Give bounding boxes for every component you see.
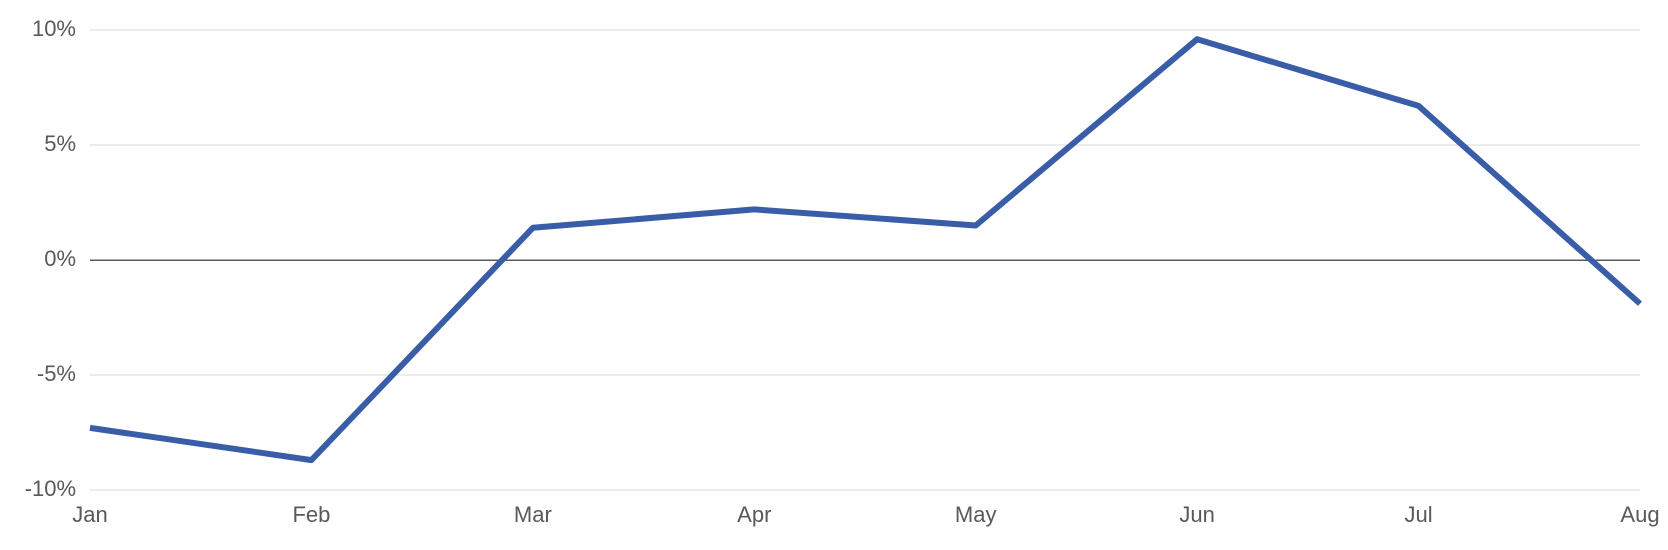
chart-svg: -10% -5% 0% 5% 10% Jan Feb Mar Apr May Jun Jul Aug bbox=[0, 0, 1668, 550]
y-tick-label: 5% bbox=[44, 131, 76, 156]
y-tick-label: -5% bbox=[37, 361, 76, 386]
x-tick-label: May bbox=[955, 502, 997, 527]
x-tick-label: Jan bbox=[72, 502, 107, 527]
y-tick-label: 10% bbox=[32, 16, 76, 41]
x-tick-label: Apr bbox=[737, 502, 771, 527]
x-tick-label: Jun bbox=[1179, 502, 1214, 527]
x-tick-label: Feb bbox=[292, 502, 330, 527]
x-tick-label: Aug bbox=[1620, 502, 1659, 527]
y-tick-label: -10% bbox=[25, 476, 76, 501]
x-tick-label: Jul bbox=[1405, 502, 1433, 527]
line-chart: -10% -5% 0% 5% 10% Jan Feb Mar Apr May Jun Jul Aug bbox=[0, 0, 1668, 550]
y-tick-label: 0% bbox=[44, 246, 76, 271]
x-tick-label: Mar bbox=[514, 502, 552, 527]
